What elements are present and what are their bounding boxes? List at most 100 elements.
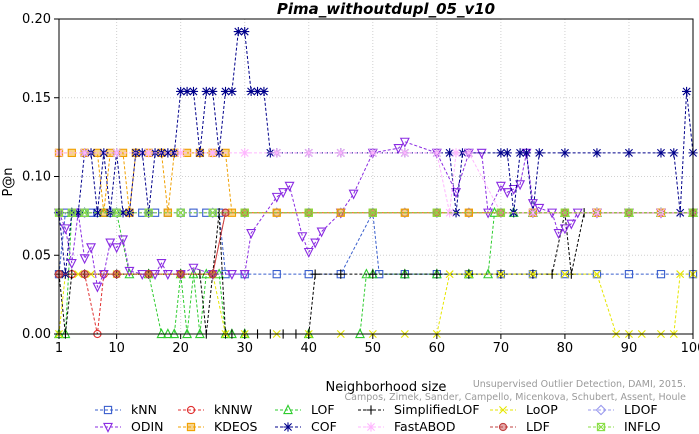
series-line-loop (58, 273, 693, 335)
x-tick-label: 10 (108, 341, 125, 356)
data-point-cof (496, 148, 506, 158)
x-tick-label: 100 (681, 341, 699, 356)
data-point-loop (560, 270, 569, 279)
x-tick-label: 20 (172, 341, 189, 356)
data-point-odin (278, 188, 289, 199)
legend-label: kNN (131, 402, 157, 417)
data-point-ldf (112, 269, 121, 279)
y-tick-label: 0.20 (22, 12, 51, 27)
data-point-cof (252, 86, 263, 97)
data-point-inflo (80, 208, 89, 217)
data-point-cof (240, 27, 250, 37)
data-point-odin (246, 229, 257, 240)
data-point-odin (572, 208, 583, 219)
data-point-inflo (67, 208, 76, 217)
data-point-fastabod (400, 148, 410, 158)
plot-frame (58, 18, 694, 335)
data-point-cof (220, 86, 231, 97)
data-point-odin (566, 219, 577, 230)
data-point-cof (624, 148, 634, 158)
credit-title: Unsupervised Outlier Detection, DAMI, 20… (473, 379, 686, 390)
data-point-cof (246, 86, 256, 97)
legend: kNN kNNW LOF SimplifiedLOF LoOP LDOF ODIN KDEOS… (95, 402, 661, 434)
data-point-loop (592, 270, 601, 279)
data-point-fastabod (240, 148, 250, 158)
data-point-odin (348, 189, 359, 200)
data-point-odin (162, 270, 173, 280)
data-point-inflo (496, 208, 506, 217)
data-point-odin (226, 270, 237, 280)
data-point-odin (451, 188, 462, 199)
data-point-ldf (80, 269, 89, 279)
legend-item-ldof: LDOF (588, 402, 658, 417)
data-point-simplifiedlof (310, 269, 320, 279)
data-point-cof (182, 86, 192, 97)
legend-label: kNNW (214, 402, 252, 417)
x-tick-label: 50 (365, 341, 382, 356)
data-point-odin (534, 203, 545, 214)
data-point-cof (656, 148, 666, 158)
legend-item-loop: LoOP (490, 402, 558, 417)
data-point-odin (284, 181, 295, 192)
data-point-cof (669, 148, 679, 158)
x-axis: 1 10 20 30 40 50 60 70 80 90 100 (55, 334, 699, 356)
data-point-loop (445, 270, 454, 279)
data-point-odin (60, 224, 71, 235)
data-point-cof (137, 148, 147, 158)
data-point-inflo (240, 208, 249, 217)
data-point-simplifiedlof (400, 269, 410, 279)
data-point-inflo (112, 208, 121, 217)
data-point-odin (86, 243, 97, 254)
legend-swatch-marker (366, 422, 376, 432)
data-point-ldf (144, 269, 153, 279)
data-point-loop (74, 270, 83, 279)
data-point-cof (208, 86, 218, 97)
data-point-loop (496, 270, 505, 279)
legend-swatch-marker (283, 404, 293, 415)
data-point-knn (656, 269, 666, 279)
data-point-cof (73, 208, 83, 218)
series-line-knn (58, 210, 693, 275)
data-point-odin (98, 270, 109, 280)
data-point-fastabod (80, 148, 90, 158)
data-point-cof (163, 148, 173, 158)
data-point-cof (515, 148, 525, 158)
series-inflo (54, 208, 698, 217)
legend-item-simplifiedlof: SimplifiedLOF (358, 402, 480, 417)
data-point-cof (445, 148, 455, 158)
data-point-cof (92, 208, 103, 218)
data-point-fastabod (528, 208, 538, 218)
legend-label: SimplifiedLOF (394, 402, 480, 417)
data-point-cof (201, 86, 211, 97)
data-point-knn (272, 269, 281, 279)
legend-label: LDOF (624, 402, 658, 417)
data-point-cof (681, 86, 692, 97)
data-point-odin (92, 282, 103, 293)
legend-label: LOF (311, 402, 335, 417)
data-point-odin (156, 258, 167, 269)
y-axis: 0.00 0.05 0.10 0.15 0.20 (22, 12, 59, 342)
data-point-fastabod (368, 148, 378, 158)
legend-item-fastabod: FastABOD (358, 419, 456, 434)
legend-item-ldf: LDF (490, 419, 550, 434)
data-point-cof (99, 148, 109, 158)
x-tick-label: 40 (300, 341, 317, 356)
legend-item-inflo: INFLO (588, 419, 661, 434)
legend-item-knnw: kNNW (178, 402, 252, 417)
data-point-simplifiedlof (368, 269, 378, 279)
data-point-odin (316, 227, 327, 238)
legend-swatch-marker (499, 406, 507, 414)
data-point-inflo (368, 208, 377, 217)
data-point-odin (483, 208, 494, 219)
data-point-odin (495, 181, 506, 192)
data-point-odin (303, 247, 314, 258)
data-point-odin (559, 224, 570, 235)
data-point-cof (560, 148, 570, 158)
series-line-odin (58, 141, 693, 289)
chart-grid (58, 18, 694, 335)
series-layer (53, 27, 699, 339)
data-point-fastabod (208, 148, 218, 158)
data-point-odin (150, 270, 161, 280)
data-point-fastabod (451, 148, 461, 158)
